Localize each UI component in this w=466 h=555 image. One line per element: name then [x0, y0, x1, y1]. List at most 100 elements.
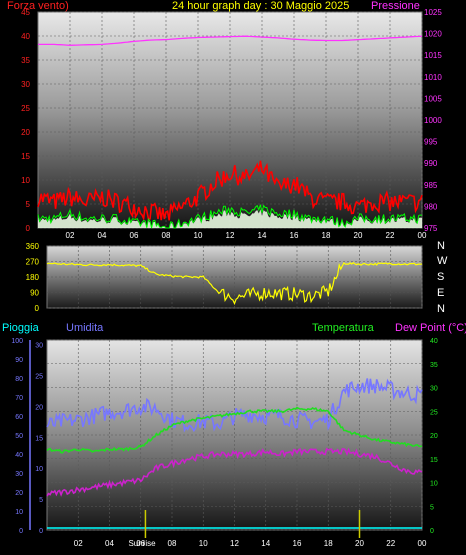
x-tick-label: 20	[354, 231, 363, 240]
temperature-tick-label: 40	[430, 338, 438, 345]
x-tick-label: 06	[136, 539, 145, 548]
rain-tick-label: 100	[11, 338, 23, 345]
temperature-tick-label: 25	[430, 409, 438, 416]
humidity-tick-label: 20	[35, 404, 43, 411]
rain-tick-label: 20	[15, 490, 23, 497]
pressure-tick-label: 990	[424, 159, 438, 168]
wind-tick-label: 10	[21, 176, 30, 185]
compass-label: N	[437, 303, 445, 315]
temp-axes: 0102030405060708090100051015202530051015…	[11, 338, 438, 548]
compass-label: E	[437, 287, 444, 299]
pressure-tick-label: 1000	[424, 116, 442, 125]
wind-tick-label: 35	[21, 56, 30, 65]
series-pressure-line	[38, 35, 423, 46]
series-dewpoint-line	[46, 447, 423, 497]
x-tick-label: 00	[418, 231, 427, 240]
direction-tick-label: 90	[30, 289, 39, 298]
wind-pressure-panel: 0510152025303540459759809859909951000100…	[7, 0, 442, 240]
pressure-tick-label: 975	[424, 224, 438, 233]
wind-axes: 0510152025303540459759809859909951000100…	[21, 8, 442, 240]
x-tick-label: 12	[226, 231, 235, 240]
x-tick-label: 10	[194, 231, 203, 240]
x-tick-label: 08	[162, 231, 171, 240]
x-tick-label: 08	[168, 539, 177, 548]
x-tick-label: 16	[290, 231, 299, 240]
temperature-tick-label: 35	[430, 362, 438, 369]
x-tick-label: 22	[386, 539, 395, 548]
temp-series	[46, 378, 423, 538]
rain-tick-label: 0	[19, 528, 23, 535]
x-tick-label: 18	[322, 231, 331, 240]
temperature-tick-label: 20	[430, 433, 438, 440]
series-average-line	[37, 204, 423, 229]
direction-tick-label: 270	[26, 258, 40, 267]
pressure-tick-label: 1005	[424, 94, 442, 103]
direction-grid	[47, 245, 423, 309]
x-tick-label: 06	[130, 231, 139, 240]
wind-tick-label: 30	[21, 80, 30, 89]
wind-tick-label: 20	[21, 128, 30, 137]
rain-tick-label: 90	[15, 357, 23, 364]
temp-hum-panel: Pioggia Umidita Temperatura Dew Point (°…	[2, 322, 466, 548]
x-tick-label: 22	[386, 231, 395, 240]
wind-tick-label: 45	[21, 8, 30, 17]
compass-label: W	[437, 255, 448, 267]
wind-series	[37, 35, 423, 229]
series-gust-line	[37, 160, 423, 222]
direction-tick-label: 180	[26, 273, 40, 282]
humidity-tick-label: 5	[39, 497, 43, 504]
rain-tick-label: 80	[15, 376, 23, 383]
direction-tick-label: 360	[26, 242, 40, 251]
pressure-tick-label: 1020	[424, 30, 442, 39]
x-tick-label: 18	[324, 539, 333, 548]
humidity-tick-label: 15	[35, 435, 43, 442]
temperature-tick-label: 15	[430, 457, 438, 464]
x-tick-label: 10	[199, 539, 208, 548]
pressure-tick-label: 995	[424, 138, 438, 147]
x-tick-label: 20	[355, 539, 364, 548]
direction-tick-label: 0	[35, 304, 40, 313]
humidity-tick-label: 30	[35, 343, 43, 350]
rain-tick-label: 40	[15, 452, 23, 459]
wind-tick-label: 5	[26, 200, 31, 209]
series-humidity-line	[46, 378, 423, 433]
temperature-axis-label: Temperatura	[312, 322, 375, 334]
chart-title: 24 hour graph day : 30 Maggio 2025	[172, 0, 349, 12]
pressure-axis-label: Pressione	[371, 0, 420, 12]
x-tick-label: 12	[230, 539, 239, 548]
humidity-axis-label: Umidita	[66, 322, 104, 334]
compass-label: S	[437, 271, 444, 283]
x-tick-label: 02	[74, 539, 83, 548]
pressure-tick-label: 980	[424, 202, 438, 211]
rain-tick-label: 60	[15, 414, 23, 421]
temperature-tick-label: 5	[430, 504, 434, 511]
sunrise-label: Sunrise	[128, 539, 156, 548]
dewpoint-axis-label: Dew Point (°C)	[395, 322, 466, 334]
rain-axis-label: Pioggia	[2, 322, 40, 334]
direction-series	[46, 261, 423, 306]
wind-tick-label: 40	[21, 32, 30, 41]
compass-label: N	[437, 240, 445, 252]
series-temperature-line	[46, 406, 423, 454]
temperature-tick-label: 10	[430, 481, 438, 488]
temperature-tick-label: 0	[430, 528, 434, 535]
rain-tick-label: 10	[15, 509, 23, 516]
series-direction-line	[46, 261, 423, 306]
wind-tick-label: 25	[21, 104, 30, 113]
x-tick-label: 14	[261, 539, 270, 548]
rain-tick-label: 70	[15, 395, 23, 402]
wind-tick-label: 0	[26, 224, 31, 233]
pressure-tick-label: 985	[424, 181, 438, 190]
pressure-tick-label: 1010	[424, 73, 442, 82]
rain-tick-label: 50	[15, 433, 23, 440]
x-tick-label: 16	[293, 539, 302, 548]
humidity-tick-label: 25	[35, 374, 43, 381]
rain-tick-label: 30	[15, 471, 23, 478]
x-tick-label: 04	[98, 231, 107, 240]
wind-fill-area	[38, 209, 422, 228]
pressure-tick-label: 1025	[424, 8, 442, 17]
wind-axis-label: Forza vento)	[7, 0, 69, 12]
